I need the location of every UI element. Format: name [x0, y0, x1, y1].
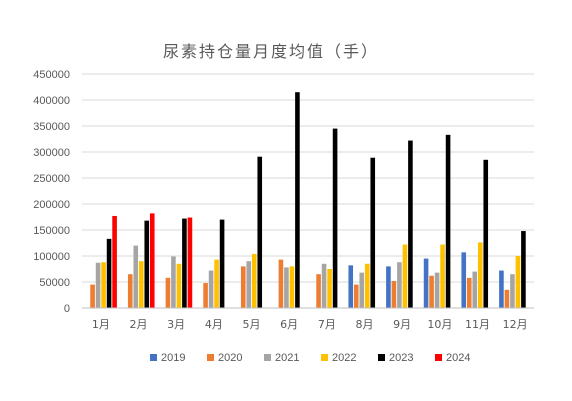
bar-2020-12月	[504, 289, 510, 308]
bar-2020-4月	[203, 283, 208, 308]
bar-2022-5月	[251, 253, 257, 308]
bar-2022-2月	[138, 261, 144, 308]
legend-label: 2022	[332, 352, 356, 364]
x-tick-label: 8月	[356, 318, 374, 331]
legend-label: 2020	[218, 352, 242, 364]
x-tick-label: 11月	[465, 318, 490, 331]
bar-2022-3月	[176, 263, 182, 308]
bars	[90, 92, 526, 308]
bar-2021-1月	[95, 262, 101, 308]
y-tick-label: 250000	[33, 173, 70, 185]
bar-2023-5月	[257, 156, 263, 308]
bar-2021-11月	[472, 271, 478, 308]
bar-2023-10月	[445, 134, 451, 308]
bar-2019-12月	[499, 270, 504, 308]
x-tick-label: 9月	[393, 318, 411, 331]
bar-2021-8月	[359, 272, 365, 308]
bar-2023-9月	[408, 140, 413, 308]
bar-2021-3月	[171, 256, 176, 308]
bar-2023-7月	[332, 128, 338, 308]
bar-2023-12月	[521, 231, 526, 308]
y-tick-label: 300000	[33, 147, 70, 159]
legend-swatch-2020	[207, 354, 214, 361]
bar-2020-11月	[466, 277, 472, 308]
y-tick-label: 0	[64, 303, 70, 315]
bar-2024-2月	[149, 213, 155, 308]
bar-2023-1月	[106, 238, 112, 308]
x-tick-label: 4月	[205, 318, 223, 331]
bar-2022-12月	[515, 256, 521, 308]
bar-2020-8月	[353, 284, 359, 308]
y-axis-ticks: 0 50000 100000 150000 200000 250000 300000 3500…	[33, 69, 70, 315]
bar-2019-10月	[423, 258, 429, 308]
bar-2021-2月	[133, 245, 139, 308]
x-tick-label: 1月	[92, 318, 110, 331]
y-tick-label: 400000	[33, 95, 70, 107]
bar-2022-6月	[289, 266, 295, 308]
bar-2022-8月	[364, 263, 370, 308]
x-tick-label: 10月	[427, 318, 452, 331]
bar-2023-8月	[370, 157, 376, 308]
y-tick-label: 200000	[33, 199, 70, 211]
x-tick-label: 7月	[318, 318, 336, 331]
legend-label: 2023	[389, 352, 413, 364]
x-axis-ticks: 1月 2月 3月 4月 5月 6月 7月 8月 9月 10月 11月 12月	[92, 318, 528, 331]
bar-2021-12月	[510, 274, 515, 308]
bar-2022-9月	[402, 244, 408, 308]
bar-2021-5月	[246, 261, 252, 308]
bar-2023-11月	[483, 159, 489, 308]
bar-2019-8月	[348, 265, 354, 308]
bar-2019-9月	[386, 266, 391, 308]
bar-2024-1月	[112, 215, 117, 308]
bar-2020-10月	[429, 275, 434, 308]
legend-swatch-2021	[264, 354, 271, 361]
bar-2021-9月	[397, 262, 402, 308]
bar-2021-10月	[434, 272, 440, 308]
bar-2023-6月	[295, 92, 300, 308]
bar-2022-4月	[214, 259, 219, 308]
y-tick-label: 350000	[33, 121, 70, 133]
legend-swatch-2019	[150, 354, 157, 361]
legend-swatch-2022	[321, 354, 328, 361]
legend: 2019 2020 2021 2022 2023 2024	[150, 352, 470, 364]
x-tick-label: 2月	[130, 318, 148, 331]
x-tick-label: 12月	[503, 318, 528, 331]
bar-2022-1月	[101, 262, 106, 308]
y-tick-label: 150000	[33, 225, 70, 237]
bar-2020-5月	[240, 266, 246, 308]
y-tick-label: 100000	[33, 251, 70, 263]
y-tick-label: 50000	[39, 277, 70, 289]
bar-2022-10月	[440, 244, 445, 308]
legend-swatch-2023	[378, 354, 385, 361]
bar-2020-2月	[127, 274, 133, 308]
legend-label: 2024	[446, 352, 470, 364]
legend-swatch-2024	[435, 354, 442, 361]
chart-title: 尿素持仓量月度均值（手）	[163, 42, 379, 61]
bar-2021-7月	[321, 263, 327, 308]
x-tick-label: 6月	[280, 318, 298, 331]
bar-2019-11月	[461, 252, 467, 308]
bar-2023-3月	[182, 218, 187, 308]
bar-2021-4月	[208, 270, 214, 308]
bar-2020-1月	[90, 284, 95, 308]
y-tick-label: 450000	[33, 69, 70, 81]
bar-2021-6月	[284, 267, 289, 308]
bar-2022-7月	[327, 269, 332, 308]
bar-2022-11月	[477, 242, 483, 308]
gridlines	[82, 73, 534, 283]
bar-2024-3月	[187, 217, 193, 308]
bar-2023-4月	[219, 219, 225, 308]
x-tick-label: 5月	[243, 318, 261, 331]
bar-2020-3月	[165, 277, 171, 308]
bar-2020-6月	[278, 259, 284, 308]
bar-2023-2月	[144, 220, 150, 308]
legend-label: 2021	[275, 352, 299, 364]
bar-2020-7月	[316, 274, 321, 308]
bar-2020-9月	[391, 280, 397, 308]
legend-label: 2019	[161, 352, 185, 364]
x-tick-label: 3月	[167, 318, 185, 331]
